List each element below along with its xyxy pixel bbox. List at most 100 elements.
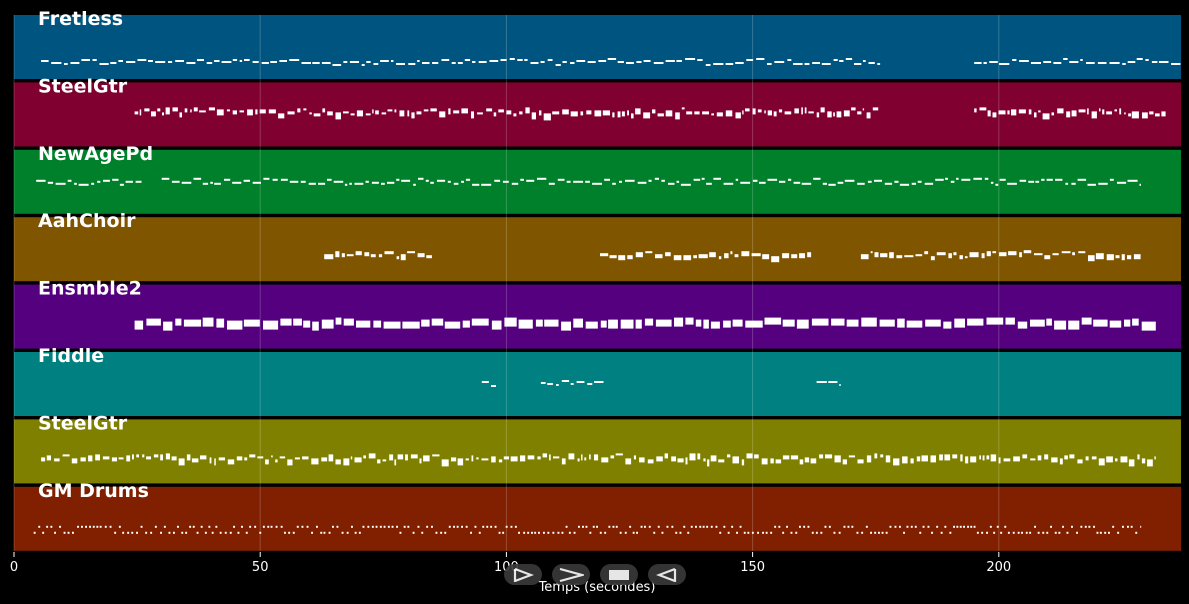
note bbox=[1035, 180, 1040, 183]
note bbox=[391, 525, 394, 528]
note bbox=[287, 459, 293, 466]
note bbox=[62, 454, 70, 457]
note bbox=[963, 525, 965, 528]
note bbox=[157, 108, 161, 112]
note bbox=[381, 112, 387, 115]
note bbox=[668, 182, 675, 185]
note bbox=[1017, 531, 1020, 534]
track-label: GM Drums bbox=[38, 480, 149, 502]
note bbox=[1050, 525, 1052, 528]
note bbox=[741, 459, 745, 466]
note bbox=[674, 317, 684, 327]
note bbox=[476, 457, 479, 460]
note bbox=[160, 454, 163, 461]
note bbox=[477, 112, 483, 115]
note bbox=[491, 456, 496, 463]
note bbox=[656, 456, 663, 462]
note bbox=[979, 107, 987, 111]
note bbox=[382, 459, 387, 462]
note bbox=[1127, 179, 1138, 182]
note bbox=[993, 531, 996, 534]
note bbox=[1059, 458, 1063, 465]
note bbox=[417, 525, 420, 528]
note bbox=[64, 63, 68, 65]
note bbox=[1072, 252, 1075, 256]
note bbox=[685, 457, 688, 465]
note bbox=[430, 181, 434, 184]
note bbox=[694, 111, 700, 115]
note bbox=[903, 531, 905, 534]
note bbox=[321, 319, 334, 329]
note bbox=[54, 458, 60, 462]
note bbox=[435, 531, 438, 534]
note bbox=[555, 64, 561, 66]
note bbox=[161, 177, 170, 180]
note bbox=[811, 318, 829, 326]
note bbox=[478, 61, 487, 63]
note bbox=[989, 61, 998, 63]
note bbox=[795, 531, 798, 534]
note bbox=[944, 454, 951, 461]
note bbox=[1097, 62, 1107, 64]
note bbox=[635, 252, 643, 258]
note bbox=[373, 63, 379, 65]
note bbox=[702, 525, 705, 528]
note bbox=[284, 531, 286, 534]
note bbox=[191, 458, 199, 463]
forward-button[interactable] bbox=[552, 564, 590, 585]
note bbox=[288, 531, 291, 534]
note bbox=[423, 109, 429, 112]
rewind-button[interactable] bbox=[648, 564, 686, 585]
note bbox=[627, 110, 629, 116]
note bbox=[216, 318, 225, 328]
note bbox=[619, 180, 622, 183]
note bbox=[394, 109, 397, 113]
stop-button[interactable] bbox=[600, 564, 638, 585]
note bbox=[1063, 58, 1068, 60]
note bbox=[965, 456, 969, 464]
note bbox=[967, 525, 969, 528]
note bbox=[425, 179, 429, 182]
note bbox=[538, 531, 540, 534]
note bbox=[335, 112, 341, 120]
note bbox=[371, 525, 374, 528]
play-button[interactable] bbox=[504, 564, 542, 585]
note bbox=[600, 253, 609, 257]
note bbox=[1155, 113, 1160, 117]
note bbox=[969, 252, 979, 258]
note bbox=[801, 107, 803, 115]
x-tick-label: 150 bbox=[740, 560, 765, 575]
note bbox=[413, 183, 416, 186]
note bbox=[280, 178, 288, 181]
note bbox=[945, 177, 948, 180]
note bbox=[793, 63, 803, 65]
note bbox=[896, 255, 903, 259]
note bbox=[1099, 108, 1101, 112]
note bbox=[448, 525, 451, 528]
note bbox=[911, 182, 916, 185]
note bbox=[925, 319, 941, 327]
note bbox=[730, 251, 733, 255]
note bbox=[690, 525, 693, 528]
note bbox=[624, 531, 627, 534]
note bbox=[676, 180, 680, 183]
note bbox=[371, 181, 379, 184]
note bbox=[902, 456, 908, 464]
note bbox=[109, 525, 112, 528]
note bbox=[118, 60, 123, 62]
note bbox=[881, 531, 884, 534]
note bbox=[153, 454, 159, 458]
note bbox=[944, 525, 947, 528]
note bbox=[1130, 525, 1133, 528]
note bbox=[680, 183, 691, 186]
note bbox=[1029, 531, 1032, 534]
note bbox=[746, 59, 754, 61]
note bbox=[185, 531, 188, 534]
note bbox=[419, 458, 422, 464]
note bbox=[370, 254, 376, 258]
note bbox=[301, 525, 304, 528]
note bbox=[363, 455, 366, 459]
note bbox=[884, 182, 893, 185]
note bbox=[1132, 318, 1139, 326]
note bbox=[731, 525, 734, 528]
